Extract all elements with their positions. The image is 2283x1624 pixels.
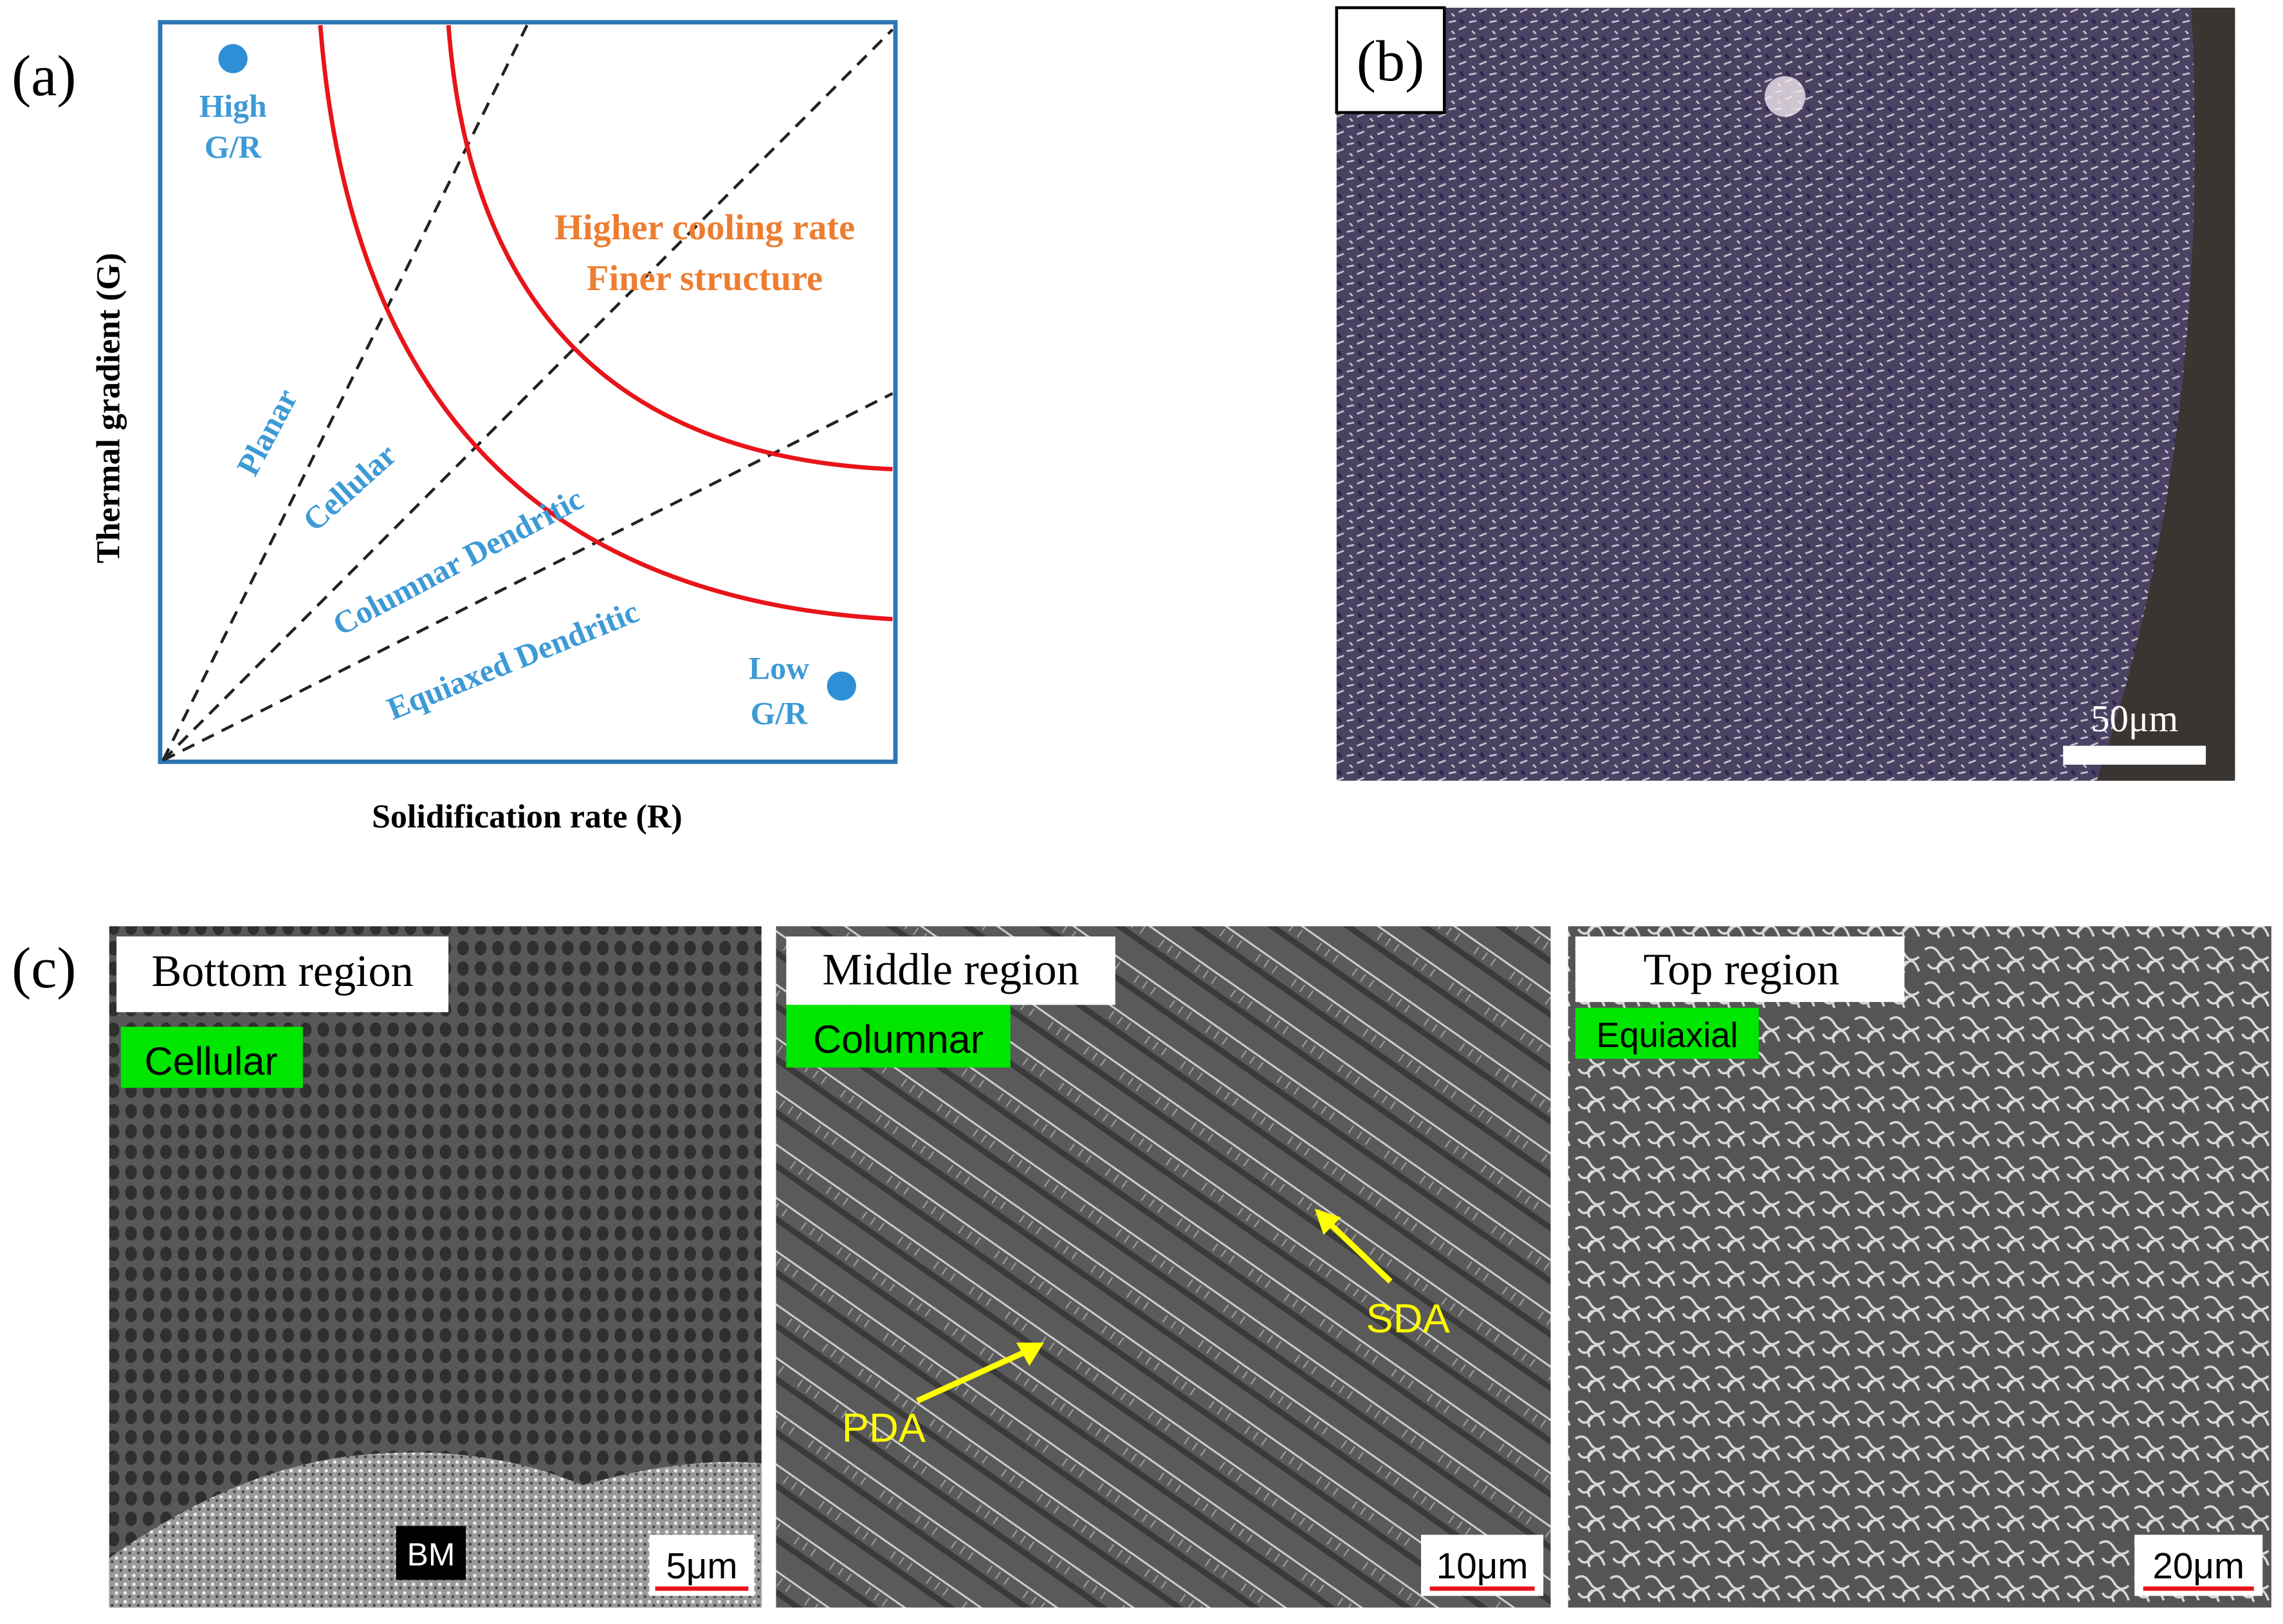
region-label: Columnar Dendritic: [327, 481, 589, 643]
bright-spot: [1765, 76, 1806, 117]
y-axis-label: Thermal gradient (G): [91, 253, 127, 563]
structure-box: [1575, 1007, 1759, 1059]
structure-label: Cellular: [145, 1039, 278, 1083]
panel-label: (b): [1357, 28, 1425, 93]
panel-label-box: [1335, 6, 1446, 114]
cooling-note: Higher cooling rate: [555, 208, 855, 248]
region-label: Middle region: [822, 945, 1079, 995]
scale-bar-label: 50μm: [2091, 698, 2178, 740]
diagram-frame: [158, 20, 898, 764]
region-label: Planar: [230, 383, 304, 482]
region-box: [1575, 936, 1905, 1002]
panel-label: (c): [12, 935, 76, 1000]
structure-box: [120, 1026, 303, 1088]
marker-text: High: [199, 89, 267, 124]
sample-edge: [2096, 7, 2235, 781]
cooling-curve: [318, 24, 893, 621]
scale-box: [649, 1535, 755, 1596]
region-label: Cellular: [296, 437, 403, 538]
panel-label: (a): [12, 43, 76, 108]
annotation-box: [396, 1526, 466, 1580]
structure-label: Columnar: [813, 1017, 984, 1061]
arrow: [1327, 1221, 1393, 1284]
low-marker: [827, 671, 856, 701]
arrow: [916, 1348, 1028, 1404]
structure-label: Equiaxial: [1596, 1016, 1737, 1055]
high-marker: [218, 44, 248, 73]
arrow-head: [1314, 1209, 1341, 1236]
marker-text: Low: [749, 650, 809, 686]
annotation: BM: [407, 1537, 455, 1573]
region-box: [786, 936, 1115, 1005]
scale-bar: [2063, 745, 2206, 765]
region-box: [116, 936, 449, 1012]
region-label: Equiaxed Dendritic: [382, 594, 644, 727]
cooling-note: Finer structure: [587, 259, 823, 298]
scale-box: [2134, 1535, 2263, 1596]
structure-box: [786, 1005, 1011, 1068]
region-label: Bottom region: [151, 946, 413, 996]
annotation: SDA: [1366, 1297, 1451, 1342]
scale-bar-label: 20μm: [2152, 1546, 2244, 1586]
arrow-head: [1016, 1342, 1044, 1366]
cooling-curve: [446, 24, 893, 471]
marker-text: G/R: [205, 129, 262, 165]
region-label: Top region: [1644, 945, 1840, 995]
annotation: PDA: [842, 1405, 926, 1450]
scale-bar-label: 5μm: [666, 1546, 737, 1586]
scale-box: [1421, 1535, 1544, 1596]
scale-bar-label: 10μm: [1436, 1546, 1528, 1586]
boundary-line: [161, 28, 894, 762]
x-axis-label: Solidification rate (R): [372, 798, 683, 835]
marker-text: G/R: [751, 696, 809, 731]
micrograph: [1336, 7, 2235, 781]
